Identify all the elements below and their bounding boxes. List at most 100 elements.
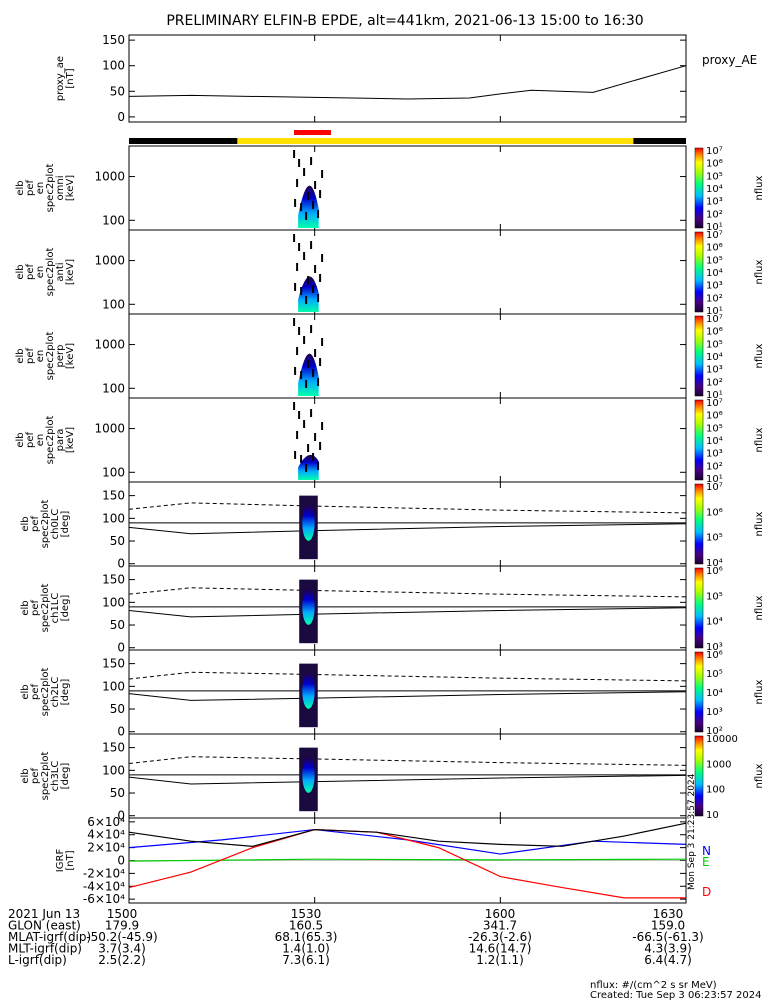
y-axis-label: en [35, 434, 46, 447]
colorbar-tick-label: 10³ [706, 707, 723, 718]
side-stamp: Mon Sep 3 21:23:57 2024 [687, 773, 697, 890]
colorbar-tick-label: 10⁵ [706, 423, 723, 434]
colorbar-tick-label: 10⁷ [706, 146, 723, 157]
y-axis-label: pef [30, 516, 41, 533]
y-axis-label: en [35, 182, 46, 195]
spectrogram-speckle [317, 462, 320, 470]
spectrogram-speckle [294, 367, 297, 375]
y-tick-label: 6×10⁴ [87, 815, 125, 829]
spectrogram-speckle [298, 411, 301, 419]
y-axis-label: ch2LC [50, 677, 61, 708]
y-tick-label: 50 [110, 534, 125, 548]
colorbar-label: nflux [754, 679, 765, 704]
y-tick-label: 0 [117, 809, 125, 823]
y-tick-label: 150 [102, 741, 125, 755]
y-axis-label: elb [20, 684, 31, 699]
panel-frame [128, 145, 687, 231]
footer-cell: GLON (east) [8, 919, 81, 933]
nflux-note: nflux: #/(cm^2 s sr MeV) [590, 980, 717, 991]
spectrogram-speckle [298, 243, 301, 251]
colorbar-tick-label: 10³ [706, 365, 723, 376]
y-axis-label: spec2plot [45, 332, 56, 381]
y-axis-label: pef [25, 180, 36, 197]
spectrogram-blob [298, 353, 319, 396]
y-tick-label: 1000 [94, 170, 125, 184]
y-axis-label: pef [25, 432, 36, 449]
loss-cone-line [128, 607, 687, 618]
panel-igrf: IGRF [nT]-6×10⁴-4×10⁴-2×10⁴02×10⁴4×10⁴6×1… [55, 773, 711, 906]
spectrogram-speckle [307, 444, 310, 452]
spectrogram-speckle [300, 287, 303, 295]
colorbar [694, 147, 704, 229]
colorbar-tick-label: 10⁵ [706, 339, 723, 350]
y-tick-label: 150 [102, 573, 125, 587]
footer-cell: 341.7 [483, 919, 517, 933]
y-axis-label: pef [30, 684, 41, 701]
colorbar-tick-label: 1000 [706, 759, 731, 770]
footer-cell: 14.6(14.7) [469, 942, 532, 956]
colorbar-tick-label: 10³ [706, 449, 723, 460]
colorbar-tick-label: 100 [706, 785, 725, 796]
spectrogram-speckle [321, 422, 324, 430]
y-tick-label: -2×10⁴ [83, 866, 125, 880]
panel-frame [128, 649, 687, 735]
footer-cell: -26.3(-2.6) [468, 930, 532, 944]
spectrogram-speckle [314, 181, 317, 189]
y-axis-label: elb [20, 768, 31, 783]
y-axis-label: [deg] [60, 763, 71, 790]
pa-spectrogram-core [302, 672, 315, 709]
spectrogram-speckle [314, 349, 317, 357]
y-axis-label: perp [55, 345, 66, 368]
spectrogram-speckle [293, 150, 296, 158]
spectrogram-speckle [314, 433, 317, 441]
y-tick-label: 100 [102, 297, 125, 311]
colorbar-tick-label: 10⁴ [706, 688, 723, 699]
y-axis-label: spec2plot [40, 500, 51, 549]
colorbar-tick-label: 10⁴ [706, 268, 723, 279]
colorbar-tick-label: 10⁵ [706, 669, 723, 680]
spectrogram-speckle [293, 234, 296, 242]
colorbar-tick-label: 10² [706, 209, 723, 220]
footer-cell: 179.9 [105, 919, 139, 933]
footer-cell: 1600 [485, 907, 516, 921]
footer-cell: 160.5 [289, 919, 323, 933]
y-tick-label: 100 [102, 59, 125, 73]
y-axis-label: [keV] [65, 427, 76, 453]
spectrogram-speckle [294, 451, 297, 459]
y-axis-label: [nT] [65, 850, 76, 870]
y-axis-label: en [35, 350, 46, 363]
y-axis-label: proxy_ae [55, 56, 66, 101]
colorbar-tick-label: 10 [706, 810, 719, 821]
colorbar-tick-label: 10² [706, 293, 723, 304]
colorbar-tick-label: 10⁴ [706, 436, 723, 447]
y-tick-label: 0 [117, 557, 125, 571]
y-axis-label: spec2plot [40, 752, 51, 801]
y-tick-label: 100 [102, 595, 125, 609]
spectrogram-speckle [307, 276, 310, 284]
created-stamp: Created: Tue Sep 3 06:23:57 2024 [590, 990, 762, 1000]
y-axis-label: en [35, 266, 46, 279]
y-tick-label: 50 [110, 786, 125, 800]
footer-cell: 1500 [107, 907, 138, 921]
spectrogram-speckle [293, 318, 296, 326]
colorbar-tick-label: 10⁷ [706, 314, 723, 325]
status-band-ok [237, 138, 634, 144]
ae-legend: proxy_AE [702, 53, 757, 67]
colorbar-tick-label: 10³ [706, 281, 723, 292]
colorbar-tick-label: 10⁵ [706, 533, 723, 544]
y-axis-label: spec2plot [45, 248, 56, 297]
y-axis-label: pef [30, 600, 41, 617]
spectrogram-speckle [303, 252, 306, 260]
panel-frame [128, 481, 687, 567]
colorbar-tick-label: 10⁶ [706, 159, 723, 170]
colorbar-tick-label: 10⁶ [706, 411, 723, 422]
spectrogram-speckle [305, 296, 308, 304]
igrf-line-total [128, 822, 687, 847]
y-tick-label: 150 [102, 33, 125, 47]
y-axis-label: [keV] [65, 259, 76, 285]
colorbar-label: nflux [754, 595, 765, 620]
spectrogram-speckle [293, 402, 296, 410]
spectrogram-speckle [300, 203, 303, 211]
spectrogram-speckle [312, 285, 315, 293]
